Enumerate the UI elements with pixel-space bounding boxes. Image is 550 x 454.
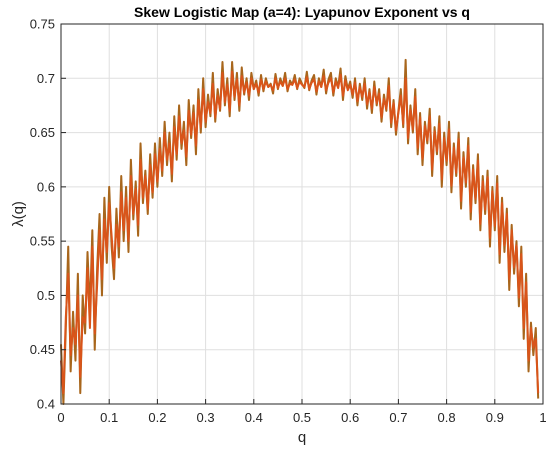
y-tick-label: 0.4 — [37, 397, 55, 412]
x-axis-label: q — [298, 429, 306, 446]
y-tick-label: 0.65 — [30, 125, 55, 140]
y-tick-label: 0.45 — [30, 342, 55, 357]
x-tick-label: 0.1 — [100, 410, 118, 425]
x-tick-label: 0.9 — [486, 410, 504, 425]
series-layer — [60, 58, 540, 405]
x-tick-label: 0 — [57, 410, 64, 425]
y-tick-label: 0.5 — [37, 288, 55, 303]
x-tick-label: 0.6 — [341, 410, 359, 425]
y-tick-label: 0.75 — [30, 17, 55, 32]
y-tick-label: 0.6 — [37, 179, 55, 194]
y-axis: 0.4 0.45 0.5 0.55 0.6 0.65 0.7 0.75 — [30, 17, 66, 412]
x-tick-label: 0.4 — [245, 410, 263, 425]
x-tick-label: 0.3 — [197, 410, 215, 425]
y-axis-label: λ(q) — [10, 201, 27, 227]
x-tick-label: 0.8 — [438, 410, 456, 425]
chart-title: Skew Logistic Map (a=4): Lyapunov Expone… — [134, 4, 470, 20]
y-tick-label: 0.55 — [30, 234, 55, 249]
x-axis: 0 0.1 0.2 0.3 0.4 0.5 0.6 0.7 0.8 0.9 1 — [57, 399, 547, 425]
x-tick-label: 0.7 — [389, 410, 407, 425]
series-line-1 — [60, 58, 540, 405]
x-tick-label: 0.2 — [148, 410, 166, 425]
x-tick-label: 0.5 — [293, 410, 311, 425]
y-tick-label: 0.7 — [37, 71, 55, 86]
series-line-2 — [60, 70, 540, 395]
x-tick-label: 1 — [539, 410, 546, 425]
